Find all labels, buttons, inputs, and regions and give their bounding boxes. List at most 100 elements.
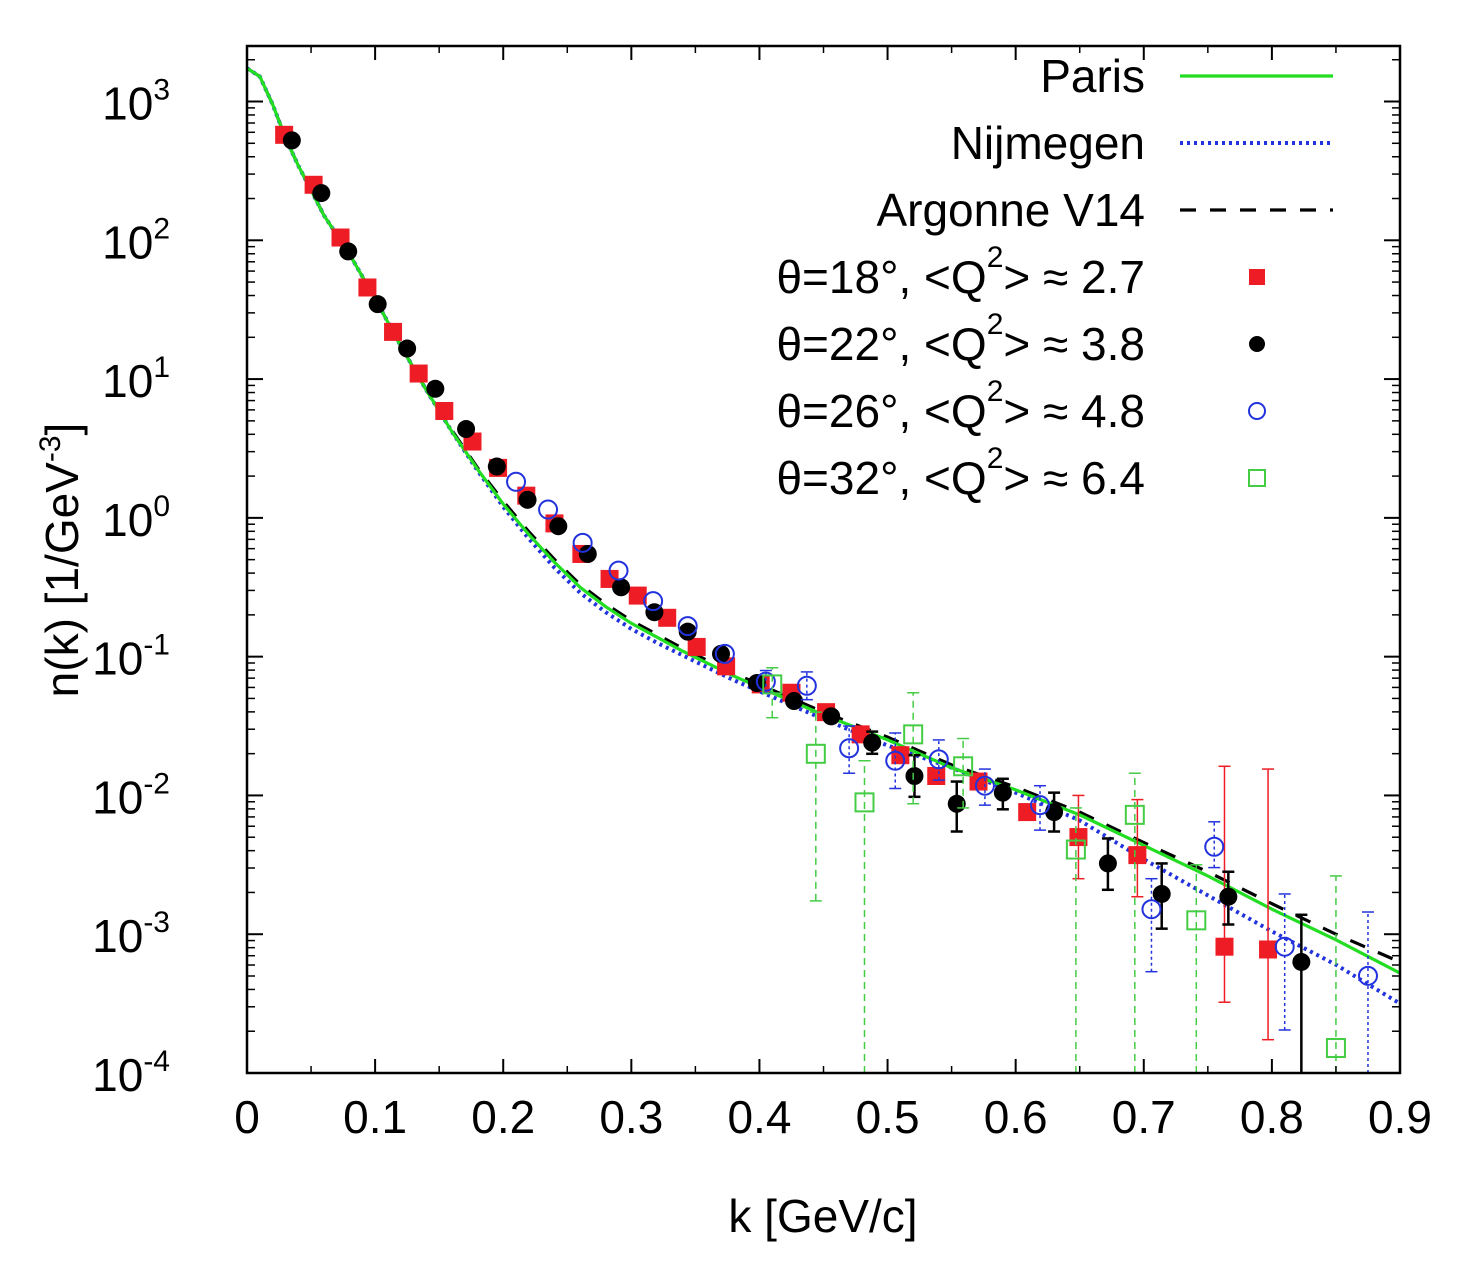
marker — [1274, 936, 1295, 957]
y-tick-exp: 0 — [153, 490, 170, 523]
data-point — [1215, 765, 1234, 1003]
x-axis-title: k [GeV/c] — [728, 1190, 917, 1242]
series-3 — [506, 471, 1378, 1073]
marker — [1249, 336, 1265, 352]
marker — [1248, 469, 1266, 487]
data-point — [905, 753, 924, 799]
marker — [1248, 402, 1266, 420]
y-axis-title-sup: -3 — [34, 435, 67, 462]
data-point — [1069, 794, 1088, 880]
data-point — [384, 322, 403, 341]
data-point — [1141, 877, 1162, 973]
marker — [1065, 839, 1086, 860]
data-point — [426, 379, 445, 398]
marker — [384, 322, 403, 341]
legend-label-sup: 2 — [987, 241, 1004, 274]
data-point — [839, 725, 860, 774]
axis-ticks: 0 0.1 0.2 0.3 0.4 0.5 0.6 0.7 0.8 0.9103102101100… — [92, 46, 1432, 1143]
data-point — [1045, 791, 1064, 833]
y-tick-base: 10 — [102, 78, 153, 130]
marker — [854, 792, 875, 813]
y-tick-exp: -1 — [143, 629, 170, 662]
data-point — [643, 591, 664, 612]
legend-label-suffix: > ≈ 6.4 — [1003, 452, 1145, 504]
x-tick-label-0: 0 — [234, 1091, 260, 1143]
y-tick-exp: -3 — [143, 906, 170, 939]
marker — [1030, 795, 1051, 816]
legend-label-suffix: > ≈ 3.8 — [1003, 318, 1145, 370]
marker — [1204, 836, 1225, 857]
data-point — [1186, 864, 1207, 1073]
data-point — [928, 739, 949, 781]
data-point — [805, 711, 826, 902]
y-tick-exp: 3 — [153, 74, 170, 107]
data-point — [785, 692, 804, 711]
legend-label-series-3: θ=26°, <Q2> ≈ 4.8 — [776, 375, 1145, 437]
data-point — [628, 586, 647, 605]
data-point — [903, 691, 924, 805]
y-tick-label-6: 10-3 — [92, 906, 170, 962]
marker — [331, 228, 350, 247]
y-tick-exp: 1 — [153, 351, 170, 384]
legend-label-sup: 2 — [987, 308, 1004, 341]
legend-label-prefix: θ=26°, <Q — [776, 385, 986, 437]
data-point — [796, 671, 817, 701]
marker — [282, 131, 301, 150]
data-point — [506, 471, 527, 492]
legend-label-sup: 2 — [987, 442, 1004, 475]
data-point — [457, 420, 476, 439]
x-tick-label-9: 0.9 — [1368, 1091, 1432, 1143]
y-tick-exp: -2 — [143, 767, 170, 800]
data-point — [891, 746, 910, 765]
marker — [863, 733, 882, 752]
x-tick-label-5: 0.5 — [856, 1091, 920, 1143]
marker — [796, 675, 817, 696]
marker — [1219, 887, 1238, 906]
data-point — [678, 622, 697, 641]
data-point — [608, 560, 629, 581]
marker — [1128, 846, 1147, 865]
marker — [822, 707, 841, 726]
marker — [905, 767, 924, 786]
data-point — [1124, 772, 1145, 1073]
y-axis-title-main: n(k) [1/GeV — [36, 462, 88, 698]
data-point — [1204, 821, 1225, 869]
legend-label-sup: 2 — [987, 375, 1004, 408]
data-points — [275, 125, 1378, 1073]
y-tick-exp: 2 — [153, 212, 170, 245]
y-axis-title-close: ] — [36, 423, 88, 436]
y-tick-label-3: 100 — [102, 490, 170, 546]
marker — [518, 490, 537, 509]
data-point — [1357, 911, 1378, 1073]
data-point — [339, 242, 358, 261]
series-4 — [762, 667, 1346, 1073]
data-point — [549, 517, 568, 536]
marker — [549, 517, 568, 536]
marker — [1098, 854, 1117, 873]
data-point — [572, 532, 593, 553]
marker — [487, 457, 506, 476]
legend-label-suffix: > ≈ 4.8 — [1003, 385, 1145, 437]
data-point — [282, 131, 301, 150]
marker — [435, 402, 454, 421]
marker — [1069, 828, 1088, 847]
marker — [677, 616, 698, 637]
legend-marker-2 — [1249, 336, 1265, 352]
data-point — [358, 278, 377, 297]
marker — [1124, 804, 1145, 825]
data-point — [762, 667, 783, 719]
marker — [755, 671, 776, 692]
marker — [1357, 965, 1378, 986]
marker — [805, 743, 826, 764]
data-point — [538, 499, 559, 520]
y-tick-base: 10 — [92, 771, 143, 823]
x-tick-label-8: 0.8 — [1240, 1091, 1304, 1143]
marker — [1325, 1038, 1346, 1059]
marker — [1259, 940, 1278, 959]
data-point — [953, 737, 974, 809]
marker — [1045, 803, 1064, 822]
legend-label-prefix: θ=22°, <Q — [776, 318, 986, 370]
marker — [885, 750, 906, 771]
marker — [312, 184, 331, 203]
